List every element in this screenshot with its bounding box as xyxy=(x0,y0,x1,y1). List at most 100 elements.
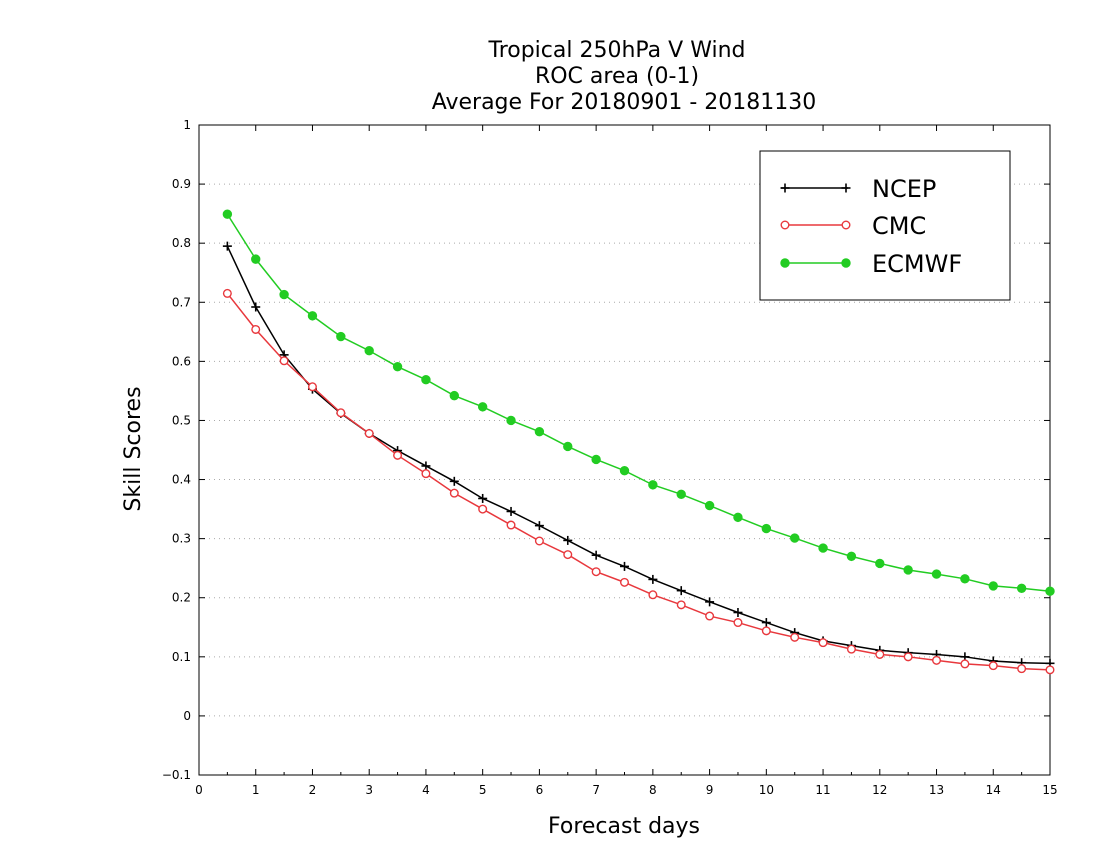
x-tick-label: 0 xyxy=(195,783,203,797)
legend-marker-cmc xyxy=(780,220,790,230)
axis-ticks: −0.100.10.20.30.40.50.60.70.80.910 1 2 3 4 5 6… xyxy=(162,118,1058,797)
data-point-ncep xyxy=(648,574,658,584)
data-point-ecmwf xyxy=(733,512,743,523)
series-ncep xyxy=(222,241,1055,668)
y-tick-label: 0.6 xyxy=(172,354,191,368)
y-tick-label: 0.1 xyxy=(172,650,191,664)
data-point-cmc xyxy=(705,611,715,621)
y-tick-label: 0.4 xyxy=(172,473,191,487)
data-point-cmc xyxy=(1017,664,1027,674)
data-point-ncep xyxy=(478,493,488,503)
data-point-cmc xyxy=(1045,665,1055,675)
data-point-ecmwf xyxy=(846,551,857,562)
data-point-ecmwf xyxy=(421,374,431,385)
data-point-ncep xyxy=(421,461,431,471)
data-point-ecmwf xyxy=(1045,586,1055,596)
data-point-ecmwf xyxy=(222,209,233,219)
data-point-ncep xyxy=(591,550,601,560)
data-point-ecmwf xyxy=(960,574,970,584)
y-tick-label: 0 xyxy=(183,709,191,723)
legend-marker-cmc xyxy=(841,220,851,230)
legend-label-ncep: NCEP xyxy=(872,175,936,203)
data-point-cmc xyxy=(903,652,913,662)
data-point-cmc xyxy=(960,659,970,669)
x-tick-label: 14 xyxy=(986,783,1001,797)
x-tick-label: 10 xyxy=(759,783,774,797)
data-point-ncep xyxy=(563,535,573,545)
data-point-ecmwf xyxy=(648,480,658,490)
data-point-ecmwf xyxy=(931,569,942,579)
data-point-ecmwf xyxy=(988,581,998,591)
data-point-cmc xyxy=(279,356,289,366)
x-tick-label: 13 xyxy=(929,783,944,797)
data-point-cmc xyxy=(790,632,800,642)
y-tick-label: 0.5 xyxy=(172,413,191,427)
data-point-ecmwf xyxy=(364,346,374,356)
data-point-cmc xyxy=(534,536,544,546)
data-point-ncep xyxy=(222,241,232,251)
x-tick-label: 3 xyxy=(365,783,373,797)
data-point-cmc xyxy=(818,638,828,648)
x-tick-label: 6 xyxy=(536,783,544,797)
data-point-ecmwf xyxy=(1016,583,1027,593)
legend-marker-ecmwf xyxy=(841,258,851,268)
series-cmc xyxy=(222,288,1055,675)
y-tick-label: 0.7 xyxy=(172,295,191,309)
data-point-cmc xyxy=(648,590,658,600)
x-tick-label: 9 xyxy=(706,783,714,797)
data-point-cmc xyxy=(364,428,374,438)
x-tick-label: 12 xyxy=(872,783,887,797)
series-line-cmc xyxy=(226,292,1051,671)
legend: NCEP CMC ECMWF xyxy=(759,150,1011,301)
data-point-ecmwf xyxy=(676,489,686,500)
gridlines xyxy=(199,183,1050,717)
data-point-ecmwf xyxy=(591,454,601,465)
data-point-cmc xyxy=(932,655,942,665)
data-point-ecmwf xyxy=(619,465,630,476)
legend-label-ecmwf: ECMWF xyxy=(872,250,962,278)
data-point-cmc xyxy=(875,649,885,659)
data-point-cmc xyxy=(251,324,261,334)
title-line-1: Tropical 250hPa V Wind xyxy=(487,38,745,63)
data-point-cmc xyxy=(307,382,317,392)
data-point-ecmwf xyxy=(903,565,913,575)
data-point-ecmwf xyxy=(534,426,545,437)
data-point-cmc xyxy=(591,567,601,577)
data-point-ecmwf xyxy=(251,254,261,264)
series-line-ecmwf xyxy=(226,213,1051,592)
data-point-ncep xyxy=(676,586,686,596)
data-point-ecmwf xyxy=(506,415,516,426)
x-tick-label: 1 xyxy=(252,783,260,797)
x-tick-label: 5 xyxy=(479,783,487,797)
x-tick-label: 2 xyxy=(309,783,317,797)
legend-marker-ncep xyxy=(841,183,851,193)
legend-marker-ecmwf xyxy=(780,258,790,268)
data-point-cmc xyxy=(478,504,488,514)
data-point-cmc xyxy=(506,520,516,530)
data-point-cmc xyxy=(988,661,998,671)
series-group xyxy=(222,209,1055,675)
title-line-2: ROC area (0-1) xyxy=(535,64,699,89)
y-axis-label: Skill Scores xyxy=(121,386,146,511)
x-tick-label: 7 xyxy=(592,783,600,797)
data-point-cmc xyxy=(620,577,630,587)
data-point-ecmwf xyxy=(392,361,403,372)
y-tick-label: 0.8 xyxy=(172,236,191,250)
data-point-cmc xyxy=(846,644,856,654)
data-point-ecmwf xyxy=(818,543,828,553)
data-point-ncep xyxy=(506,506,516,516)
data-point-ecmwf xyxy=(477,402,488,412)
x-tick-label: 15 xyxy=(1042,783,1057,797)
data-point-ecmwf xyxy=(761,523,772,534)
data-point-cmc xyxy=(336,408,346,418)
data-point-ncep xyxy=(705,597,715,607)
y-tick-label: 0.9 xyxy=(172,177,191,191)
data-point-cmc xyxy=(393,450,403,460)
legend-marker-ncep xyxy=(780,183,790,193)
chart-title: Tropical 250hPa V Wind ROC area (0-1) Av… xyxy=(432,38,817,115)
data-point-ecmwf xyxy=(336,331,346,342)
data-point-ncep xyxy=(761,618,771,628)
data-point-ncep xyxy=(733,608,743,617)
data-point-cmc xyxy=(222,288,232,298)
